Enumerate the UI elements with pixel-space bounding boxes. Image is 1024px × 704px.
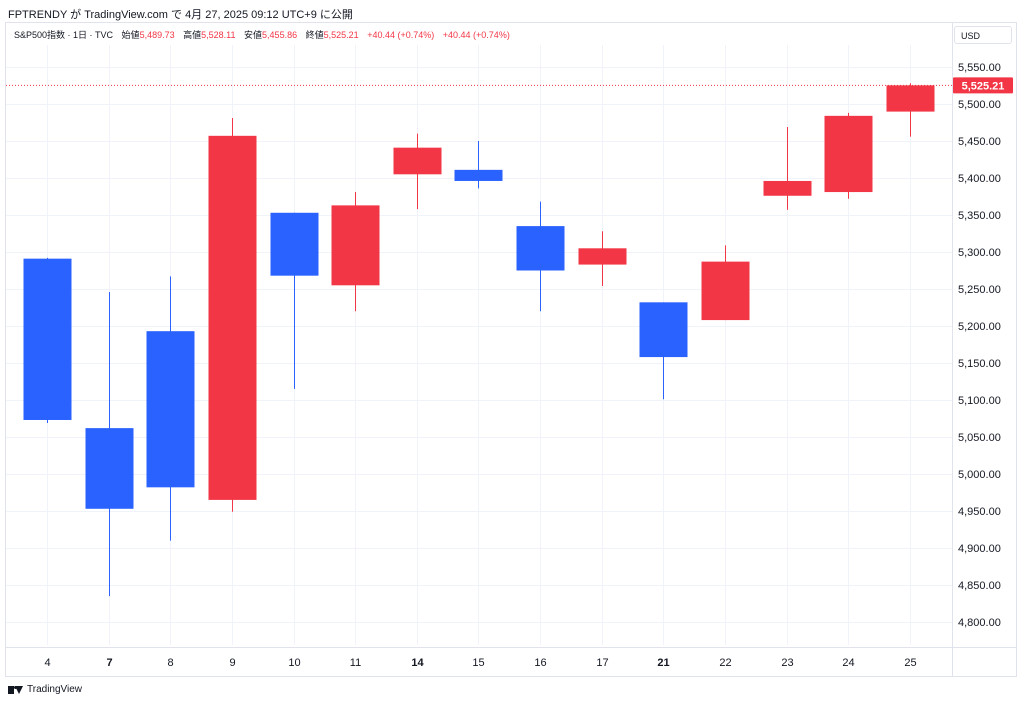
x-tick-label: 4 [44,657,50,669]
y-tick-label: 5,450.00 [958,136,1001,148]
x-tick-label: 9 [229,657,235,669]
y-tick-label: 5,550.00 [958,62,1001,74]
candle-body [454,169,503,181]
y-tick-label: 5,250.00 [958,284,1001,296]
y-tick-label: 4,850.00 [958,580,1001,592]
y-tick-label: 5,100.00 [958,395,1001,407]
open-value: 5,489.73 [139,30,175,40]
y-tick-label: 4,800.00 [958,617,1001,629]
x-tick-label: 22 [719,657,731,669]
candle-body [23,258,72,420]
candle-body [393,147,442,175]
change-value: +40.44 (+0.74%) [367,30,435,40]
x-tick-label: 10 [288,657,300,669]
last-price-badge [953,77,1013,94]
published-by-text: FPTRENDY が TradingView.com で 4月 27, 2025… [8,9,353,21]
change-percent-value: +40.44 (+0.74%) [442,30,510,40]
candle-body [146,331,195,488]
chart-frame [5,22,1017,677]
symbol-name[interactable]: S&P500指数 · 1日 · TVC [14,30,114,40]
candle-body [763,180,812,196]
x-tick-label: 23 [781,657,793,669]
low-label: 安値 [244,30,263,40]
close-label: 終値 [305,30,324,40]
tradingview-logo-icon [8,685,24,695]
y-tick-label: 5,300.00 [958,247,1001,259]
high-value: 5,528.11 [201,30,236,40]
candle-body [270,212,319,276]
x-tick-label: 21 [657,657,669,669]
x-tick-label: 7 [106,657,112,669]
x-tick-label: 16 [534,657,546,669]
y-tick-label: 5,350.00 [958,210,1001,222]
y-tick-label: 5,000.00 [958,469,1001,481]
y-tick-label: 5,500.00 [958,99,1001,111]
candle-body [578,248,627,265]
candle-body [85,428,134,509]
y-tick-label: 5,150.00 [958,358,1001,370]
x-tick-label: 14 [411,657,424,669]
candle-body [208,135,257,500]
candle-body [516,226,565,271]
low-value: 5,455.86 [262,30,298,40]
y-tick-label: 5,200.00 [958,321,1001,333]
x-tick-label: 25 [904,657,916,669]
x-tick-label: 11 [350,657,361,669]
symbol-legend: S&P500指数 · 1日 · TVC 始値5,489.73 高値5,528.1… [14,28,510,41]
candle-body [639,302,688,358]
candle-body [701,261,750,321]
x-tick-label: 17 [596,657,608,669]
x-tick-label: 24 [842,657,854,669]
open-label: 始値 [121,30,140,40]
currency-button[interactable]: USD [954,26,1012,44]
close-value: 5,525.21 [323,30,359,40]
y-tick-label: 5,050.00 [958,432,1001,444]
x-tick-label: 8 [167,657,173,669]
y-tick-label: 4,950.00 [958,506,1001,518]
x-tick-label: 15 [472,657,484,669]
y-tick-label: 4,900.00 [958,543,1001,555]
last-price-label: 5,525.21 [962,80,1005,92]
candle-body [824,115,873,193]
candle-body [886,85,935,112]
footer-brand: TradingView [27,684,83,695]
y-tick-label: 5,400.00 [958,173,1001,185]
high-label: 高値 [183,30,202,40]
candle-body [331,205,380,286]
tradingview-footer[interactable]: TradingView [8,684,82,695]
